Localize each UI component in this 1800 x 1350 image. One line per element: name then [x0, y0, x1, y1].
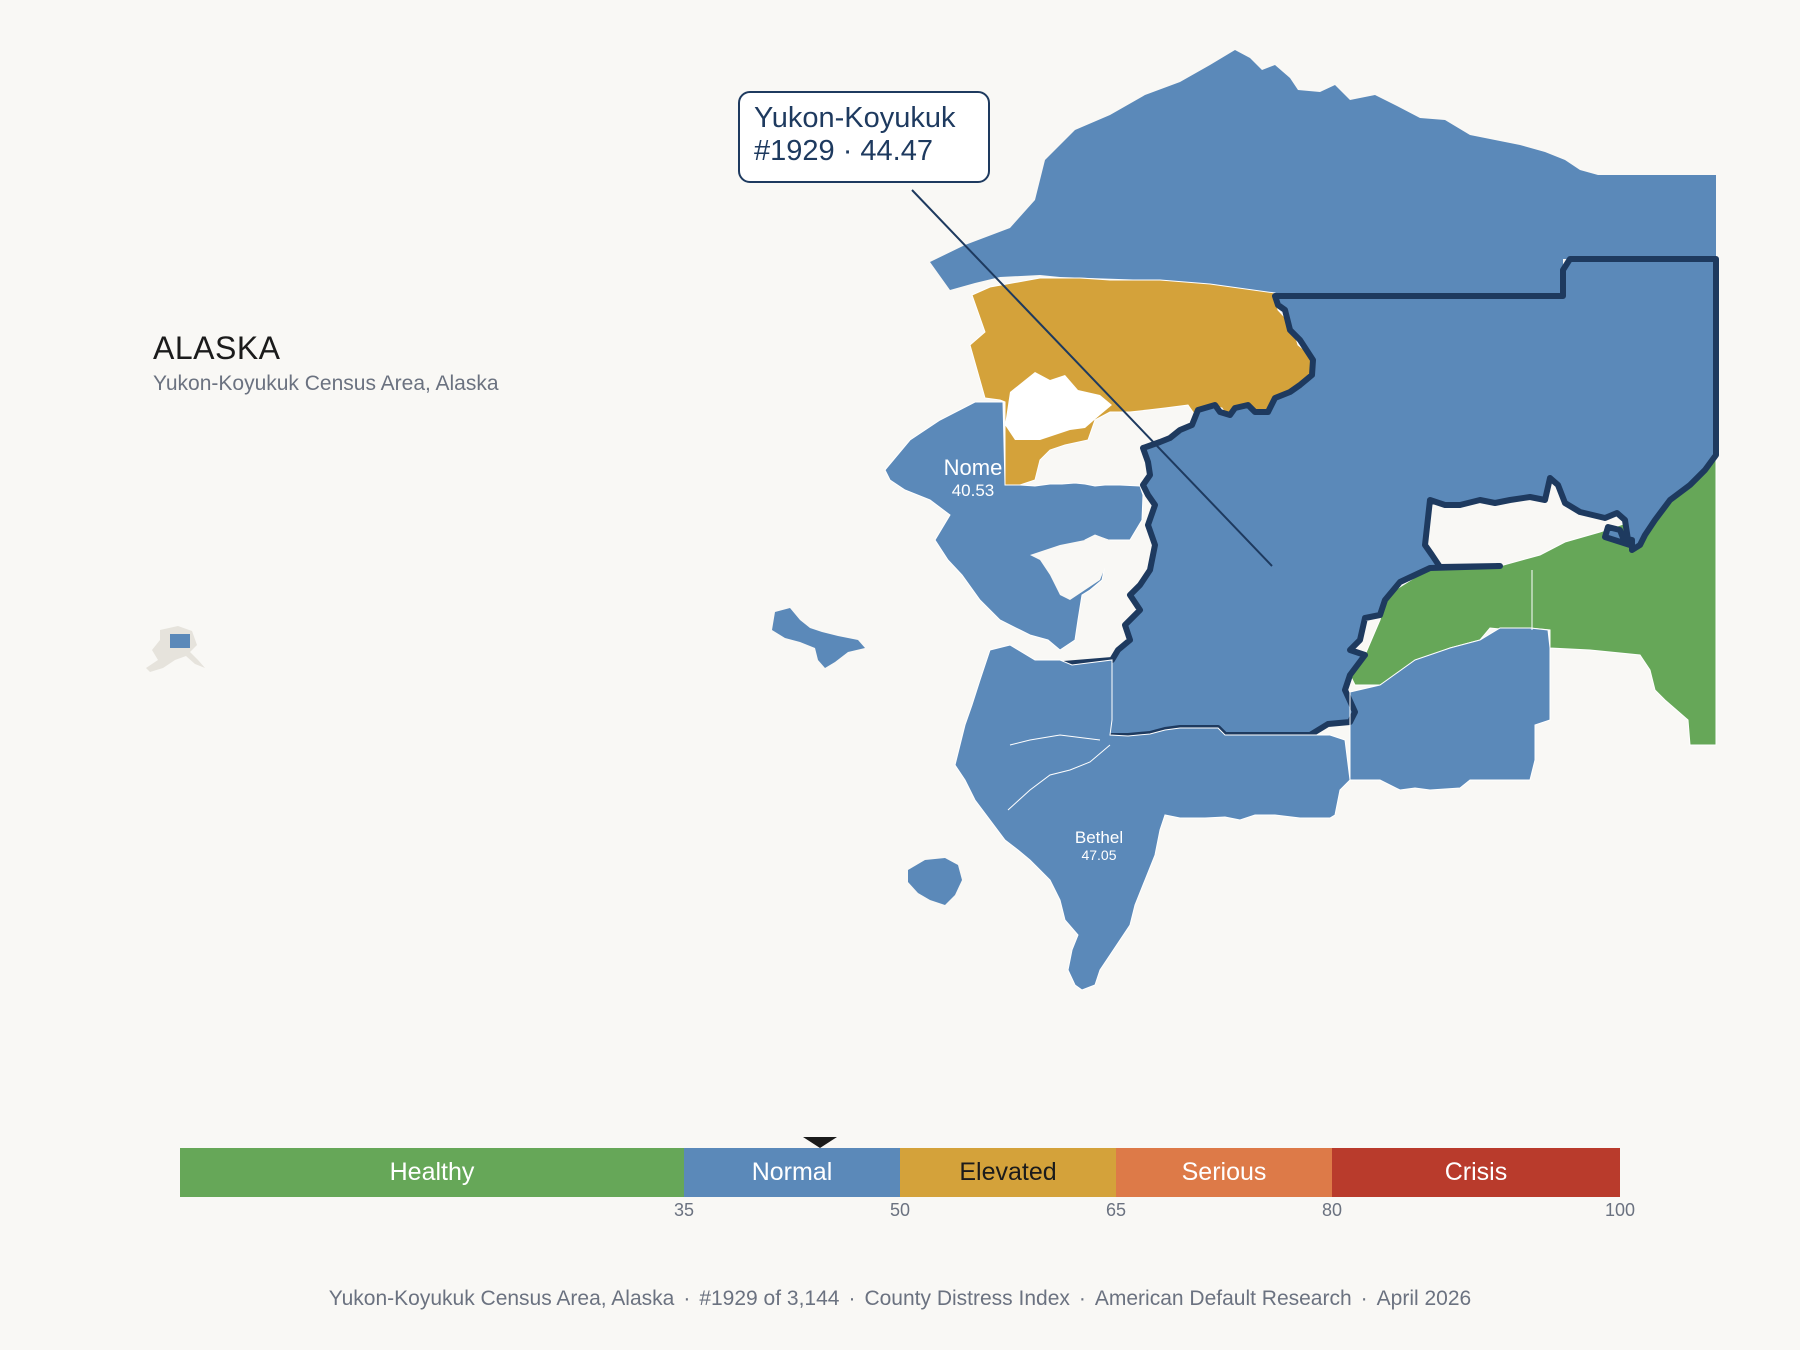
county-st-lawrence-island — [772, 608, 865, 668]
county-north-slope[interactable] — [930, 50, 1716, 296]
callout-county-name: Yukon-Koyukuk — [754, 102, 956, 134]
legend-segment-serious: Serious — [1116, 1148, 1332, 1197]
footer-index: County Distress Index — [864, 1287, 1070, 1310]
legend-tick: 100 — [1604, 1200, 1636, 1220]
footer: Yukon-Koyukuk Census Area, Alaska · #1929 … — [328, 1287, 1472, 1310]
callout-rank-value: #1929 · 44.47 — [754, 135, 933, 167]
inset-county-highlight — [170, 634, 190, 648]
label-bethel-value: 47.05 — [1081, 847, 1116, 863]
callout-leader-line — [911, 189, 1273, 567]
legend-segment-elevated: Elevated — [900, 1148, 1116, 1197]
inset-locator-map — [146, 626, 205, 672]
county-callout: Yukon-Koyukuk #1929 · 44.47 — [738, 91, 990, 183]
legend-tick: 65 — [1105, 1200, 1127, 1220]
legend-tick: 80 — [1321, 1200, 1343, 1220]
legend-segment-normal: Normal — [684, 1148, 900, 1197]
county-nunivak-island — [908, 858, 962, 905]
county-copper-river[interactable] — [1349, 627, 1551, 791]
legend-segment-crisis: Crisis — [1332, 1148, 1620, 1197]
footer-date: April 2026 — [1376, 1287, 1472, 1310]
label-bethel-name: Bethel — [1075, 828, 1123, 847]
state-subtitle: Yukon-Koyukuk Census Area, Alaska — [153, 372, 499, 395]
legend-value-marker — [803, 1137, 838, 1148]
legend-segment-healthy: Healthy — [180, 1148, 684, 1197]
legend-tick: 35 — [673, 1200, 695, 1220]
footer-rank: #1929 of 3,144 — [699, 1287, 840, 1310]
label-nome-name: Nome — [944, 455, 1003, 480]
footer-source: American Default Research — [1094, 1287, 1352, 1310]
county-bethel[interactable] — [954, 644, 1351, 991]
footer-county: Yukon-Koyukuk Census Area, Alaska — [328, 1287, 675, 1310]
legend-bar: Healthy Normal Elevated Serious Crisis — [180, 1148, 1620, 1197]
state-title: ALASKA — [153, 330, 281, 366]
legend-tick: 50 — [889, 1200, 911, 1220]
label-nome-value: 40.53 — [952, 481, 995, 500]
legend-ticks: 35 50 65 80 100 — [180, 1200, 1635, 1224]
